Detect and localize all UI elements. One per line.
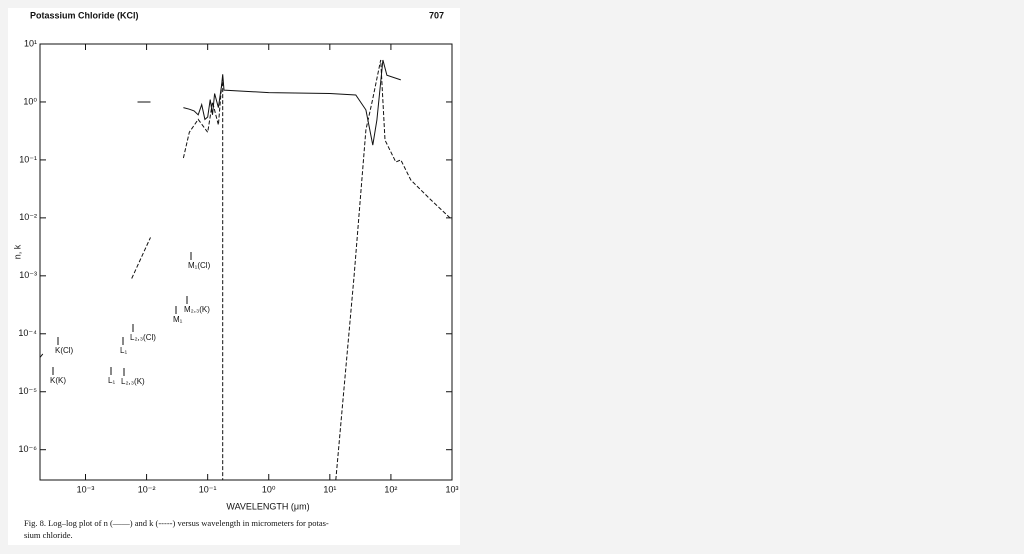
y-tick-label: 10⁻² (19, 212, 37, 222)
y-tick-label: 10⁻³ (19, 270, 37, 280)
annotation: L₂,₃(Cl) (130, 333, 156, 342)
caption: Fig. 8. Log–log plot of n (——) and k (--… (24, 518, 329, 528)
y-tick-label: 10¹ (24, 38, 37, 48)
plot-frame (39, 43, 453, 481)
annotation: L₁ (108, 376, 115, 385)
x-tick-label: 10³ (445, 484, 458, 494)
annotation: M₂,₃(K) (184, 305, 210, 314)
y-tick-label: 10⁰ (23, 96, 37, 106)
y-tick-label: 10⁻⁵ (19, 386, 38, 396)
x-tick-label: 10⁻³ (77, 484, 95, 494)
annotation: L₂,₃(K) (121, 377, 145, 386)
x-tick-label: 10⁻¹ (199, 484, 217, 494)
y-axis-label: n, k (12, 244, 22, 259)
header: Potassium Chloride (KCl) (30, 10, 139, 20)
series-line (131, 59, 453, 481)
y-tick-label: 10⁻⁶ (19, 444, 38, 454)
figure-background (8, 8, 460, 545)
y-tick-label: 10⁻¹ (19, 154, 37, 164)
annotation: M₁(Cl) (188, 261, 211, 270)
page-number: 707 (429, 10, 444, 20)
y-tick-label: 10⁻⁴ (18, 328, 37, 338)
x-axis-label: WAVELENGTH (μm) (226, 501, 309, 511)
annotation: K(K) (50, 376, 66, 385)
caption: sium chloride. (24, 530, 73, 540)
x-tick-label: 10⁰ (262, 484, 276, 494)
x-tick-label: 10⁻² (138, 484, 156, 494)
x-tick-label: 10¹ (323, 484, 336, 494)
annotation: K(Cl) (55, 346, 74, 355)
x-tick-label: 10² (384, 484, 397, 494)
annotation: L₁ (120, 346, 127, 355)
annotation: M₁ (173, 315, 183, 324)
